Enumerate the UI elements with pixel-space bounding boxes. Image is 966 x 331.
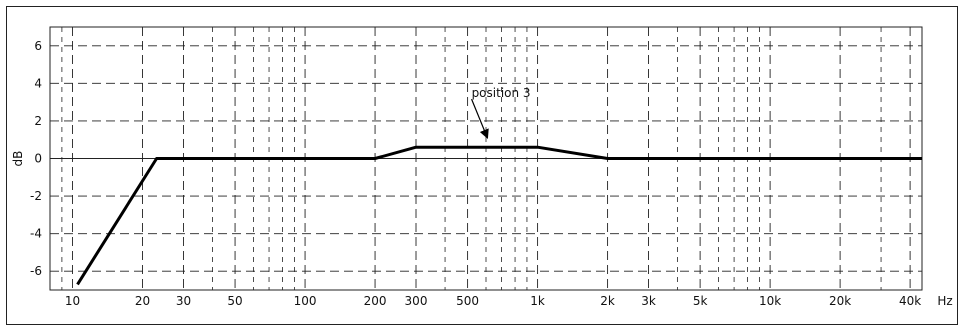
series-layer bbox=[76, 145, 922, 286]
series-line bbox=[76, 145, 922, 286]
x-tick-label: 1k bbox=[530, 294, 545, 308]
y-tick-label: 6 bbox=[34, 39, 42, 53]
annotation-text: position 3 bbox=[472, 86, 531, 100]
y-tick-label: 4 bbox=[34, 76, 42, 90]
x-tick-label: 30 bbox=[176, 294, 191, 308]
x-tick-label: 100 bbox=[294, 294, 317, 308]
x-tick-label: 2k bbox=[600, 294, 615, 308]
x-tick-label: 300 bbox=[405, 294, 428, 308]
y-tick-label: 2 bbox=[34, 114, 42, 128]
x-tick-label: 20 bbox=[135, 294, 150, 308]
x-tick-label: 20k bbox=[829, 294, 851, 308]
x-tick-label: 50 bbox=[227, 294, 242, 308]
annotation-arrow bbox=[471, 98, 489, 140]
y-axis-label: dB bbox=[11, 151, 25, 167]
x-tick-label: 500 bbox=[456, 294, 479, 308]
x-tick-label: 3k bbox=[641, 294, 656, 308]
y-tick-label: -2 bbox=[30, 189, 42, 203]
x-axis-label: Hz bbox=[937, 294, 952, 308]
annotation-layer: position 3 bbox=[471, 86, 531, 140]
chart-frame bbox=[6, 6, 958, 325]
y-tick-label: 0 bbox=[34, 152, 42, 166]
y-tick-label: -6 bbox=[30, 264, 42, 278]
y-tick-labels: -6 -4 -2 0 2 4 6 bbox=[30, 39, 42, 278]
x-tick-label: 10 bbox=[65, 294, 80, 308]
y-tick-label: -4 bbox=[30, 227, 42, 241]
x-tick-labels: 10 20 30 50 100 200 300 500 1k 2k 3k 5k 10k 20k 40k bbox=[65, 294, 921, 308]
x-tick-label: 200 bbox=[364, 294, 387, 308]
x-tick-label: 40k bbox=[899, 294, 921, 308]
x-tick-label: 5k bbox=[693, 294, 708, 308]
x-tick-label: 10k bbox=[759, 294, 781, 308]
